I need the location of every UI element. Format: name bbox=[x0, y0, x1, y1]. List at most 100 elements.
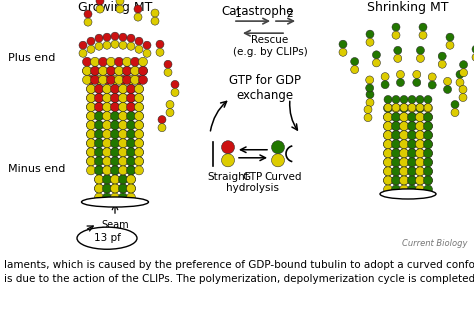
Circle shape bbox=[135, 112, 144, 121]
Circle shape bbox=[99, 66, 108, 76]
Circle shape bbox=[400, 113, 409, 122]
Circle shape bbox=[383, 176, 392, 185]
Circle shape bbox=[221, 141, 235, 154]
Circle shape bbox=[408, 104, 417, 113]
Text: GTP
hydrolysis: GTP hydrolysis bbox=[227, 172, 280, 193]
Circle shape bbox=[143, 49, 151, 57]
Circle shape bbox=[94, 112, 103, 121]
Circle shape bbox=[444, 85, 452, 94]
Circle shape bbox=[400, 167, 409, 176]
Circle shape bbox=[118, 175, 128, 184]
Circle shape bbox=[423, 122, 432, 131]
Circle shape bbox=[166, 109, 174, 117]
Circle shape bbox=[135, 139, 144, 148]
Circle shape bbox=[400, 95, 408, 104]
Circle shape bbox=[472, 45, 474, 53]
Circle shape bbox=[86, 85, 95, 94]
Circle shape bbox=[110, 193, 119, 202]
Circle shape bbox=[118, 148, 128, 157]
Circle shape bbox=[110, 130, 119, 139]
Circle shape bbox=[118, 94, 128, 103]
Circle shape bbox=[110, 139, 119, 148]
Circle shape bbox=[86, 94, 95, 103]
Circle shape bbox=[94, 130, 103, 139]
Circle shape bbox=[115, 57, 124, 66]
Circle shape bbox=[416, 176, 425, 185]
Circle shape bbox=[400, 176, 409, 185]
Circle shape bbox=[127, 103, 136, 112]
Circle shape bbox=[351, 66, 359, 74]
Circle shape bbox=[118, 121, 128, 130]
Circle shape bbox=[383, 104, 392, 113]
Circle shape bbox=[416, 95, 424, 104]
Circle shape bbox=[102, 184, 111, 193]
Circle shape bbox=[383, 122, 392, 131]
Text: is due to the action of the CLIPs. The polymerization, depolymerization cycle is: is due to the action of the CLIPs. The p… bbox=[4, 274, 474, 284]
Circle shape bbox=[383, 158, 392, 167]
Circle shape bbox=[127, 94, 136, 103]
Circle shape bbox=[127, 175, 136, 184]
Circle shape bbox=[103, 41, 111, 49]
Circle shape bbox=[84, 10, 92, 18]
Circle shape bbox=[135, 103, 144, 112]
Circle shape bbox=[102, 112, 111, 121]
Circle shape bbox=[419, 31, 427, 39]
Text: Plus end: Plus end bbox=[8, 53, 55, 63]
Text: Current Biology: Current Biology bbox=[402, 239, 468, 248]
Circle shape bbox=[118, 103, 128, 112]
Circle shape bbox=[400, 149, 409, 158]
Circle shape bbox=[118, 139, 128, 148]
Circle shape bbox=[110, 85, 119, 94]
Circle shape bbox=[423, 176, 432, 185]
Circle shape bbox=[272, 141, 284, 154]
Circle shape bbox=[79, 49, 87, 57]
Circle shape bbox=[428, 73, 436, 81]
Circle shape bbox=[87, 37, 95, 45]
Ellipse shape bbox=[380, 189, 436, 199]
Circle shape bbox=[365, 76, 374, 84]
Circle shape bbox=[416, 185, 425, 194]
Circle shape bbox=[392, 104, 400, 112]
Circle shape bbox=[94, 166, 103, 175]
Text: Growing MT: Growing MT bbox=[78, 1, 152, 14]
Circle shape bbox=[339, 48, 347, 56]
Circle shape bbox=[119, 33, 127, 41]
Circle shape bbox=[86, 121, 95, 130]
Circle shape bbox=[423, 140, 432, 149]
Circle shape bbox=[416, 167, 425, 176]
Circle shape bbox=[392, 176, 401, 185]
Circle shape bbox=[423, 149, 432, 158]
Circle shape bbox=[392, 140, 401, 149]
Circle shape bbox=[127, 157, 136, 166]
Circle shape bbox=[94, 139, 103, 148]
Circle shape bbox=[392, 23, 400, 31]
Circle shape bbox=[86, 85, 95, 94]
Circle shape bbox=[158, 115, 166, 124]
Circle shape bbox=[151, 17, 159, 25]
Circle shape bbox=[86, 112, 95, 121]
Circle shape bbox=[118, 193, 128, 202]
Circle shape bbox=[110, 166, 119, 175]
Circle shape bbox=[272, 154, 284, 167]
Circle shape bbox=[364, 114, 372, 122]
Circle shape bbox=[408, 149, 417, 158]
Circle shape bbox=[408, 113, 417, 122]
Circle shape bbox=[366, 30, 374, 38]
Circle shape bbox=[381, 80, 389, 89]
Circle shape bbox=[99, 66, 108, 76]
Circle shape bbox=[416, 122, 425, 131]
Circle shape bbox=[94, 94, 103, 103]
Circle shape bbox=[408, 158, 417, 167]
Circle shape bbox=[423, 158, 432, 167]
Circle shape bbox=[79, 41, 87, 49]
Circle shape bbox=[400, 104, 409, 113]
Circle shape bbox=[460, 69, 467, 77]
Circle shape bbox=[151, 9, 159, 17]
Circle shape bbox=[103, 33, 111, 41]
Circle shape bbox=[127, 184, 136, 193]
Circle shape bbox=[156, 40, 164, 48]
Circle shape bbox=[392, 185, 401, 194]
Circle shape bbox=[127, 112, 136, 121]
Circle shape bbox=[102, 184, 111, 193]
Circle shape bbox=[413, 79, 421, 86]
